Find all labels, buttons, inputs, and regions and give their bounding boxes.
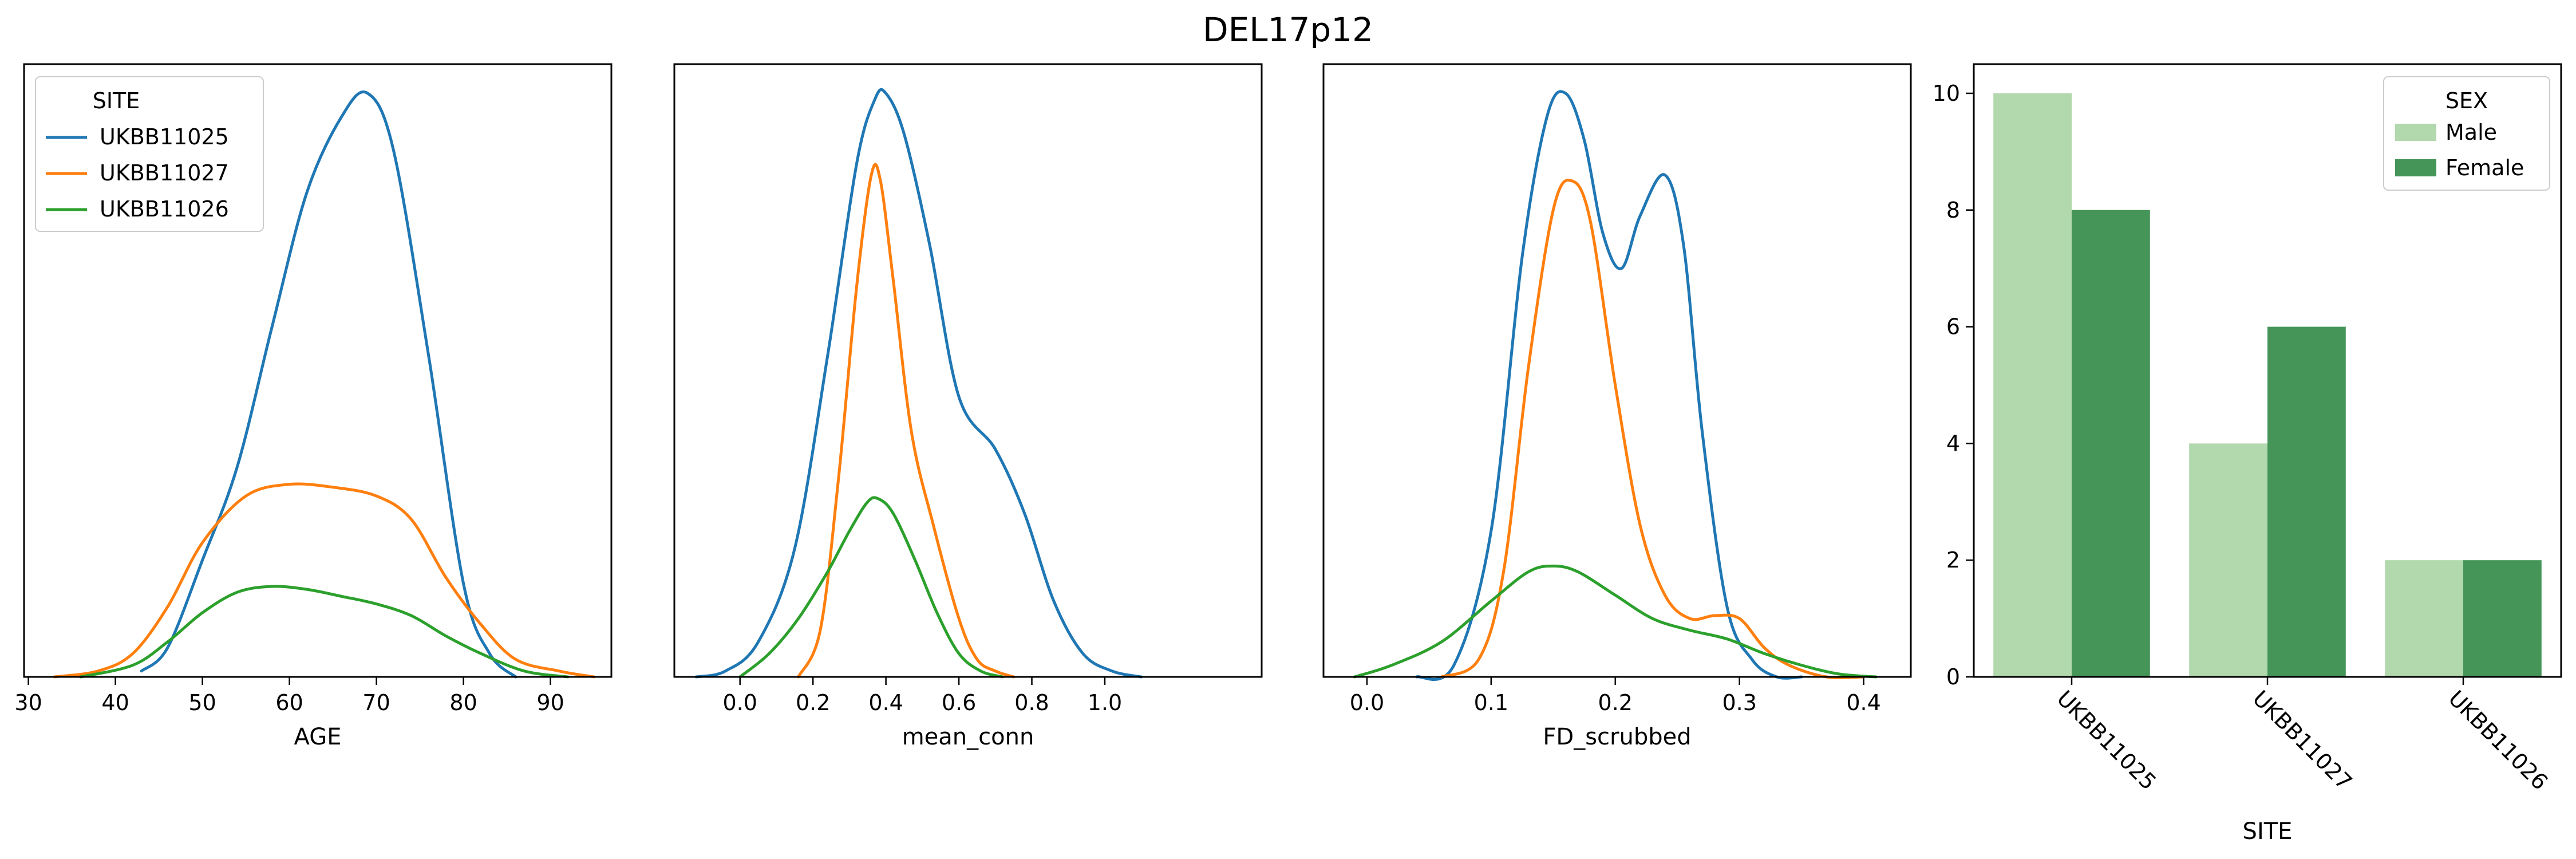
x-tick-label: UKBB11025 [2052, 685, 2162, 795]
bar-panel: UKBB11025 UKBB11027 UKBB11026 0 2 4 6 8 10 SITE SE… [1933, 63, 2562, 845]
x-axis-label: FD_scrubbed [1543, 724, 1691, 750]
y-tick-label: 4 [1946, 431, 1960, 456]
bar-female-ukbb11025 [2072, 210, 2150, 677]
plot-frame [1973, 63, 2562, 678]
figure-title: DEL17p12 [1203, 10, 1373, 49]
kde-curve-ukbb11026 [79, 585, 570, 679]
legend-swatch-male [2395, 124, 2436, 141]
x-tick-label: 0.4 [1846, 690, 1880, 715]
kde-panel-1: 30 40 50 60 70 80 90 AGE SITE UKBB11025 UKBB11027 U… [14, 63, 613, 750]
x-tick-label: UKBB11027 [2248, 685, 2357, 795]
x-axis-label: AGE [294, 724, 342, 750]
kde-panel-3: 0.0 0.1 0.2 0.3 0.4 FD_scrubbed [1322, 63, 1912, 750]
bar-male-ukbb11027 [2189, 443, 2267, 677]
plot-frame [23, 63, 613, 678]
x-tick-label: 0.1 [1474, 690, 1508, 715]
legend-entry: Female [2445, 155, 2524, 180]
x-tick-label: 70 [362, 690, 390, 715]
x-tick-label: 0.2 [1598, 690, 1633, 715]
legend-title: SITE [93, 88, 140, 113]
x-tick-label: 90 [536, 690, 564, 715]
kde-curve-ukbb11026 [738, 496, 1004, 679]
legend-site: SITE UKBB11025 UKBB11027 UKBB11026 [35, 76, 264, 232]
kde-curve-ukbb11025 [694, 88, 1143, 679]
x-tick-label: 0.0 [1350, 690, 1384, 715]
y-tick-label: 0 [1946, 664, 1960, 689]
bar-male-ukbb11026 [2385, 560, 2463, 677]
kde-curve-ukbb11025 [1415, 90, 1803, 681]
x-tick-label: 0.3 [1722, 690, 1756, 715]
x-tick-label: 0.4 [868, 690, 903, 715]
legend-title: SEX [2445, 88, 2488, 113]
x-tick-label: 30 [14, 690, 42, 715]
legend-entry: UKBB11026 [100, 196, 229, 222]
bar-female-ukbb11026 [2463, 560, 2542, 677]
y-tick-label: 6 [1946, 314, 1960, 340]
x-tick-label: 0.6 [942, 690, 976, 715]
x-axis-label: mean_conn [902, 724, 1034, 750]
x-tick-label: 1.0 [1088, 690, 1122, 715]
kde-curve-ukbb11026 [1353, 564, 1878, 679]
x-tick-label: 80 [449, 690, 477, 715]
x-tick-label: 60 [275, 690, 303, 715]
x-tick-label: 0.8 [1014, 690, 1049, 715]
legend-sex: SEX Male Female [2383, 76, 2550, 191]
y-tick-label: 10 [1933, 81, 1960, 106]
y-tick-label: 8 [1946, 198, 1960, 223]
x-tick-label: 0.0 [722, 690, 757, 715]
x-tick-label: 0.2 [796, 690, 830, 715]
x-tick-label: 40 [101, 690, 129, 715]
legend-swatch-female [2395, 159, 2436, 176]
plot-frame [673, 63, 1263, 678]
legend-entry: Male [2445, 120, 2497, 145]
kde-curve-ukbb11027 [53, 482, 596, 679]
plot-frame [1322, 63, 1912, 678]
bar-male-ukbb11025 [1993, 93, 2072, 677]
legend-entry: UKBB11027 [100, 160, 229, 186]
legend-entry: UKBB11025 [100, 124, 229, 149]
x-tick-label: 50 [188, 690, 216, 715]
x-tick-label: UKBB11026 [2444, 685, 2553, 795]
kde-panel-2: 0.0 0.2 0.4 0.6 0.8 1.0 mean_conn [673, 63, 1263, 750]
kde-curve-ukbb11027 [797, 163, 1016, 679]
kde-curve-ukbb11025 [140, 90, 517, 679]
x-axis-label: SITE [2243, 818, 2293, 845]
y-tick-label: 2 [1946, 547, 1960, 573]
legend-box [35, 76, 264, 232]
bar-female-ukbb11027 [2267, 326, 2346, 677]
kde-curve-ukbb11027 [1440, 179, 1866, 680]
